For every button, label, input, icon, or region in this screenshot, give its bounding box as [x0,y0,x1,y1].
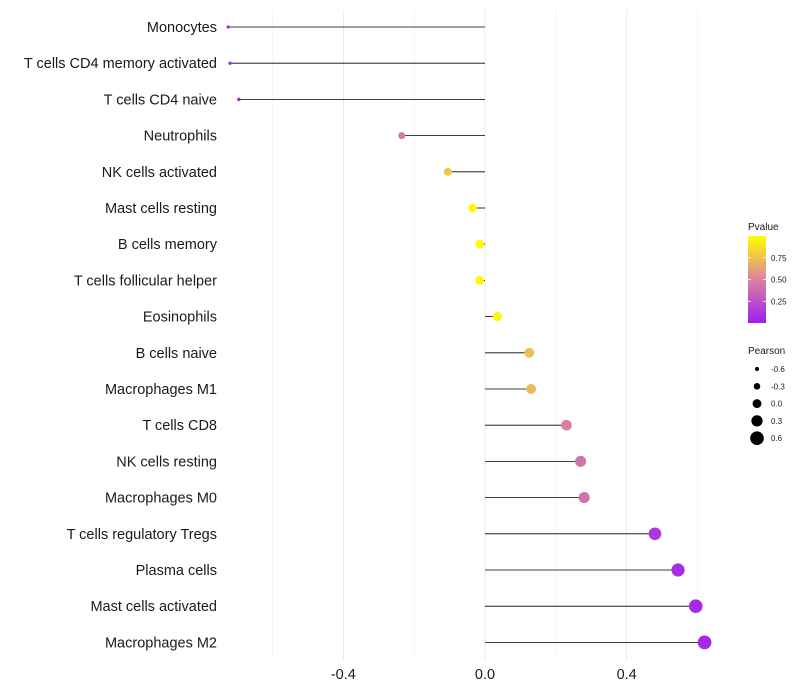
pearson-legend-label: -0.3 [771,382,785,391]
lollipop-dot [688,599,703,613]
lollipop-dot [697,635,712,650]
x-tick-labels: -0.4 0.0 0.4 [331,667,637,683]
category-label: B cells memory [118,237,218,253]
pearson-legend-dot [750,431,764,446]
dot-layer [226,25,712,650]
category-label: T cells CD4 memory activated [24,56,217,72]
category-label: Macrophages M0 [105,491,217,507]
lollipop-dot [526,384,536,394]
lollipop-dot [237,97,241,102]
lollipop-dot [468,203,477,213]
category-label: NK cells activated [102,165,217,181]
category-label: NK cells resting [116,454,217,470]
category-labels: Monocytes T cells CD4 memory activated T c… [24,20,218,651]
category-label: B cells naive [136,346,217,362]
pearson-legend-dot [752,399,762,409]
category-label: Neutrophils [144,129,217,145]
lollipop-dot [575,455,587,467]
pvalue-tick-label: 0.50 [771,276,787,285]
lollipop-dot [578,492,590,504]
stem-layer [228,26,705,643]
pvalue-tick-label: 0.75 [771,254,787,263]
lollipop-dot [524,347,535,358]
x-tick-label: -0.4 [331,667,356,683]
pearson-legend-dot [754,366,760,372]
category-label: Mast cells resting [105,201,217,217]
lollipop-dot [228,61,232,65]
lollipop-dot [492,312,502,322]
lollipop-dot [561,419,572,431]
pvalue-colorbar [748,236,766,323]
lollipop-dot [475,276,485,285]
x-tick-label: 0.0 [475,667,495,683]
lollipop-dot [671,563,685,577]
category-label: T cells CD8 [142,418,217,434]
category-label: T cells CD4 naive [104,92,217,108]
pearson-legend: Pearson -0.6 -0.3 0.0 0.3 0.6 [748,346,785,446]
category-label: T cells follicular helper [74,273,217,289]
pearson-legend-dot [751,415,763,427]
category-label: Mast cells activated [90,599,217,615]
category-label: Plasma cells [136,563,217,579]
pearson-legend-label: 0.3 [771,417,783,426]
lollipop-dot [226,25,230,29]
pvalue-legend: Pvalue 0.25 0.50 0.75 [748,222,787,323]
category-label: Eosinophils [143,310,217,326]
category-label: T cells regulatory Tregs [67,527,217,543]
pearson-legend-title: Pearson [748,346,785,357]
lollipop-dot [648,527,662,541]
grid-layer [272,10,698,660]
pvalue-legend-ticks: 0.25 0.50 0.75 [748,254,787,306]
lollipop-dot [398,132,406,140]
category-label: Monocytes [147,20,217,36]
pearson-legend-label: 0.6 [771,434,783,443]
x-tick-label: 0.4 [617,667,637,683]
category-label: Macrophages M1 [105,382,217,398]
pvalue-legend-title: Pvalue [748,222,779,233]
lollipop-dot [475,239,485,249]
pearson-legend-items: -0.6 -0.3 0.0 0.3 0.6 [750,365,785,446]
lollipop-dot [443,167,452,176]
pearson-legend-label: -0.6 [771,365,785,374]
category-label: Macrophages M2 [105,635,217,651]
pearson-legend-dot [753,383,761,390]
pearson-legend-label: 0.0 [771,400,783,409]
pvalue-tick-label: 0.25 [771,297,787,306]
